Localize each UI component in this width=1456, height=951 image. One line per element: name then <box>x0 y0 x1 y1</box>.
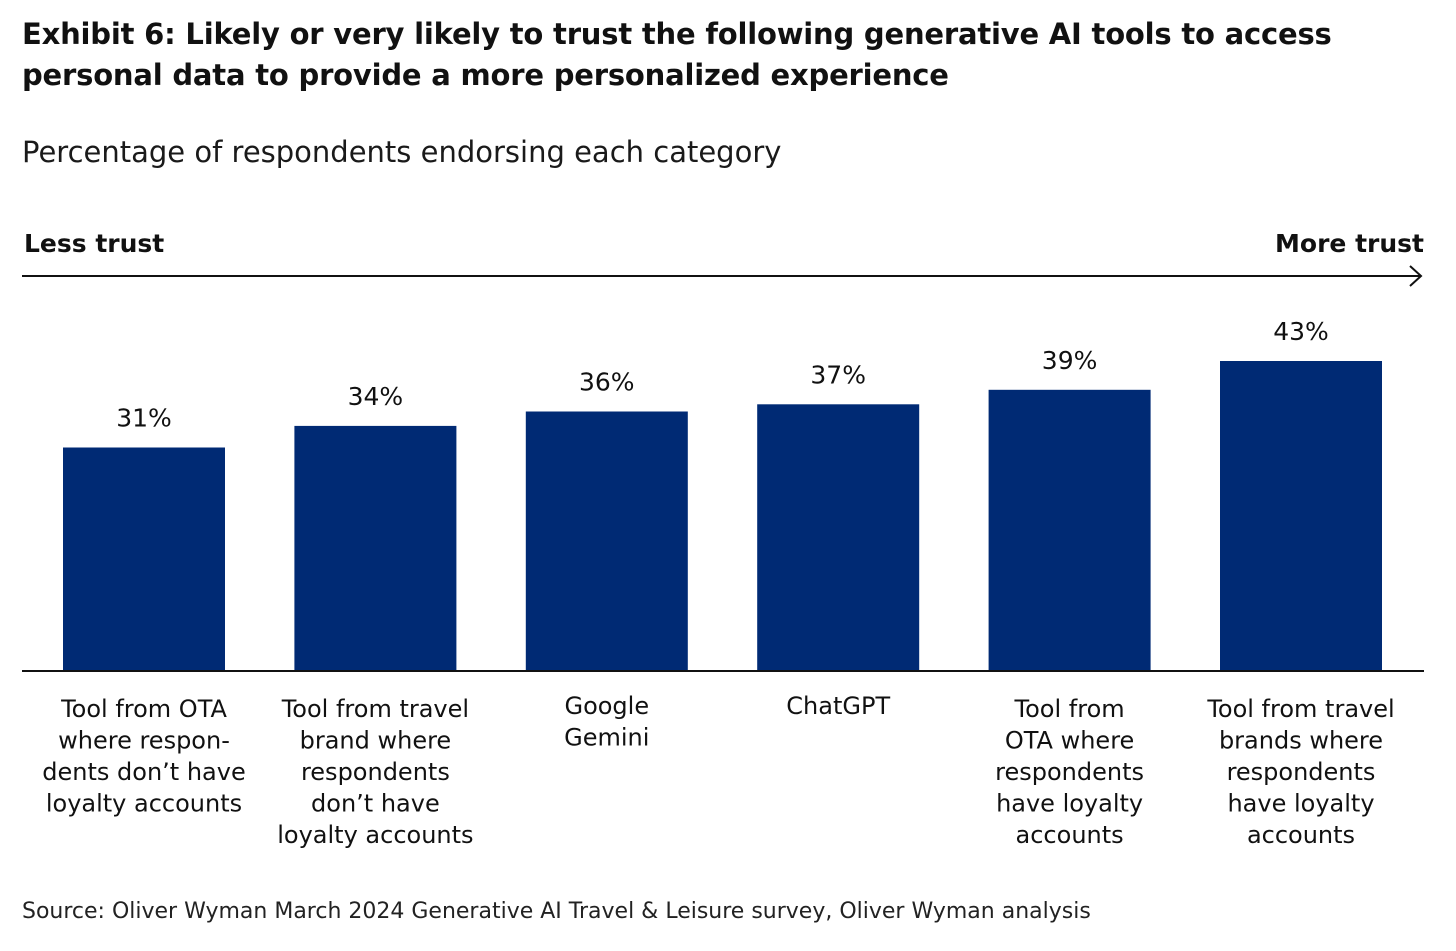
category-label-line: respondents <box>1227 758 1376 786</box>
category-label-line: don’t have <box>311 790 440 818</box>
category-label-line: ChatGPT <box>786 692 890 720</box>
value-label-6: 43% <box>1273 317 1329 346</box>
category-label-line: Google <box>564 692 649 720</box>
bar-1 <box>63 447 225 671</box>
category-label-line: brand where <box>300 727 452 755</box>
category-label-line: Tool from travel <box>1206 695 1394 723</box>
category-label-line: accounts <box>1247 821 1355 849</box>
category-label-5: Tool from OTA where respondents have loyalt… <box>995 695 1144 849</box>
chart-title: Exhibit 6: Likely or very likely to trus… <box>22 17 1332 92</box>
category-label-line: Tool from OTA <box>60 695 227 723</box>
category-label-line: Tool from <box>1014 695 1125 723</box>
category-label-line: have loyalty <box>1227 790 1374 818</box>
bar-2 <box>294 425 457 671</box>
value-label-5: 39% <box>1042 346 1098 375</box>
value-label-4: 37% <box>810 360 866 389</box>
more-trust-label: More trust <box>1275 229 1424 258</box>
category-label-line: Gemini <box>564 724 649 752</box>
bar-6 <box>1220 361 1382 671</box>
category-label-line: respondents <box>995 758 1144 786</box>
category-label-line: loyalty accounts <box>277 821 473 849</box>
bars-group <box>63 361 1382 671</box>
category-label-line: respondents <box>301 758 450 786</box>
category-label-line: brands where <box>1219 727 1383 755</box>
category-label-line: accounts <box>1016 821 1124 849</box>
value-labels-group: 31% 34% 36% 37% 39% 43% <box>116 317 1329 433</box>
category-label-6: Tool from travel brands where respondents h… <box>1206 695 1394 849</box>
category-label-1: Tool from OTA where respon-dents don’t ha… <box>42 695 245 818</box>
trust-arrow-head-icon <box>1409 265 1423 287</box>
bar-5 <box>988 389 1151 671</box>
less-trust-label: Less trust <box>24 229 164 258</box>
chart-subtitle: Percentage of respondents endorsing each… <box>22 135 782 169</box>
category-labels-group: Tool from OTA where respon-dents don’t ha… <box>42 692 1394 849</box>
category-label-4: ChatGPT <box>786 692 890 720</box>
value-label-3: 36% <box>579 368 635 397</box>
category-label-3: Google Gemini <box>564 692 649 752</box>
category-label-line: loyalty accounts <box>46 790 242 818</box>
value-label-1: 31% <box>116 404 172 433</box>
bar-3 <box>525 411 688 671</box>
category-label-line: have loyalty <box>996 790 1143 818</box>
category-label-line: OTA where <box>1005 727 1134 755</box>
value-label-2: 34% <box>348 382 404 411</box>
category-label-line: dents don’t have <box>42 758 245 786</box>
category-label-2: Tool from travel brand where respondents do… <box>277 695 473 849</box>
trust-axis: Less trust More trust <box>22 229 1424 287</box>
category-label-line: Tool from travel <box>281 695 469 723</box>
source-note: Source: Oliver Wyman March 2024 Generati… <box>22 899 1091 924</box>
bar-4 <box>757 404 920 671</box>
category-label-line: where respon- <box>58 727 230 755</box>
